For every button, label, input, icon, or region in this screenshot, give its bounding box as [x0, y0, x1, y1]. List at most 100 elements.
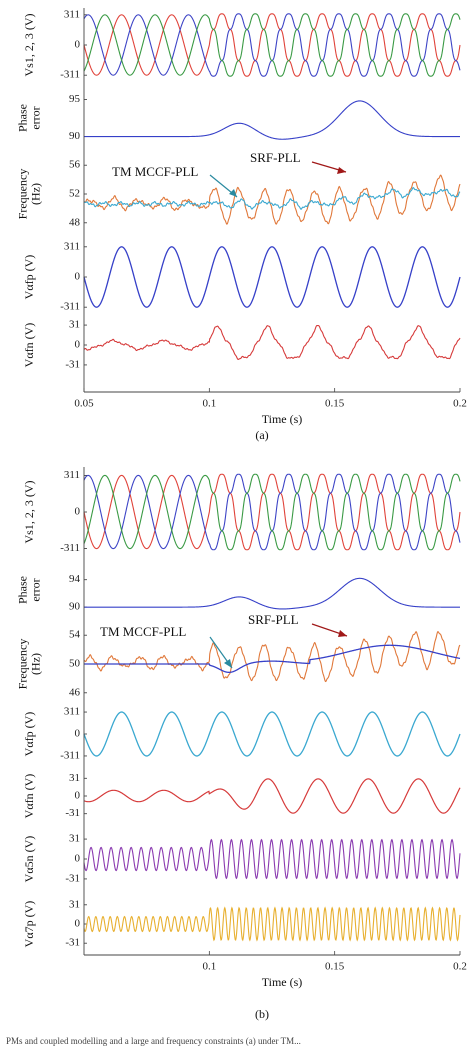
y-tick-label: 0: [75, 339, 81, 351]
y-tick-label: 95: [69, 93, 81, 105]
caption-text: PMs and coupled modelling and a large an…: [6, 1036, 301, 1046]
y-tick-label: 311: [64, 8, 80, 20]
y-axis-label: (Hz): [28, 183, 42, 205]
x-tick-label: 0.15: [325, 398, 345, 410]
series-phase-error: [84, 100, 460, 140]
panel-2: 94 90 Phase error: [15, 573, 460, 613]
y-tick-label: -31: [65, 937, 80, 949]
series-vs3: [83, 13, 461, 77]
y-tick-label: 311: [64, 240, 80, 252]
y-tick-label: 90: [69, 130, 81, 142]
panel-7: 31 0 -31 Vα7p (V): [22, 898, 461, 949]
series-vs3: [83, 473, 461, 551]
figure-b: 311 0 -311 Vs1, 2, 3 (V) 94 90 Phase error 54 50 4…: [15, 467, 467, 1021]
y-tick-label: 90: [69, 601, 81, 613]
y-tick-label: 48: [69, 216, 81, 228]
x-tick-label: 0.1: [202, 398, 216, 410]
y-tick-label: -31: [65, 872, 80, 884]
y-axis-label: Vs1, 2, 3 (V): [22, 14, 36, 77]
panel-3: 54 50 46 Frequency (Hz): [15, 629, 461, 698]
x-tick-label: 0.2: [453, 961, 467, 973]
y-tick-label: 31: [69, 833, 80, 845]
y-tick-label: 0: [75, 506, 81, 518]
series-valpha-fp: [83, 711, 461, 757]
x-axis-label: Time (s): [262, 412, 303, 426]
series-srf-pll: [83, 174, 461, 225]
panel-3: 56 52 48 Frequency (Hz): [15, 159, 461, 228]
y-tick-label: 0: [75, 728, 81, 740]
arrowhead-tm: [224, 659, 232, 668]
y-tick-label: 311: [64, 469, 80, 481]
series-valpha-7p: [83, 906, 461, 942]
x-tick-label: 0.05: [74, 398, 94, 410]
arrowhead-tm: [229, 189, 237, 197]
series-srf-pll: [83, 631, 461, 683]
y-tick-label: 54: [69, 629, 81, 641]
series-valpha-fp: [83, 246, 461, 308]
y-axis-label: Vαfn (V): [22, 323, 36, 368]
y-tick-label: -311: [60, 749, 80, 761]
series-vs1: [83, 473, 461, 551]
x-axis-label: Time (s): [262, 975, 303, 989]
y-axis-label: Frequency: [15, 639, 29, 690]
series-valpha-5n: [83, 838, 461, 880]
annotation-tm-mccf-pll: TM MCCF-PLL: [100, 624, 186, 639]
subfigure-label: (a): [255, 428, 268, 442]
series-valpha-fn: [83, 325, 461, 361]
annotation-srf-pll: SRF-PLL: [250, 150, 301, 165]
panel-5: 31 0 -31 Vαfn (V): [22, 319, 461, 370]
y-tick-label: 46: [69, 686, 81, 698]
y-axis-label: Vα5n (V): [22, 836, 36, 883]
y-axis-label: Phase: [15, 104, 29, 132]
series-tm-mccf-pll: [84, 644, 461, 673]
y-tick-label: -31: [65, 358, 80, 370]
y-tick-label: -311: [60, 301, 80, 313]
y-axis-label: Vαfp (V): [22, 712, 36, 757]
panel-6: 31 0 -31 Vα5n (V): [22, 833, 461, 884]
y-tick-label: -311: [60, 69, 80, 81]
y-tick-label: 94: [69, 573, 81, 585]
y-axis-label: error: [28, 578, 42, 601]
annotation-srf-pll: SRF-PLL: [248, 612, 299, 627]
x-tick-label: 0.15: [325, 961, 345, 973]
y-axis-label: Vαfp (V): [22, 255, 36, 300]
y-tick-label: 0: [75, 39, 81, 51]
x-tick-label: 0.2: [453, 398, 467, 410]
y-tick-label: -31: [65, 807, 80, 819]
x-tick-label: 0.1: [202, 961, 216, 973]
series-phase-error: [84, 577, 460, 610]
y-tick-label: 0: [75, 790, 81, 802]
y-axis-label: Vαfn (V): [22, 774, 36, 819]
y-tick-label: 0: [75, 853, 81, 865]
y-axis-label: Vs1, 2, 3 (V): [22, 481, 36, 544]
panel-1: 311 0 -311 Vs1, 2, 3 (V): [22, 469, 461, 554]
arrowhead-srf: [337, 167, 346, 174]
y-tick-label: 0: [75, 918, 81, 930]
panel-2: 95 90 Phase error: [15, 93, 460, 142]
series-vs1: [83, 13, 461, 77]
y-axis-label: Phase: [15, 576, 29, 604]
series-tm-mccf-pll: [83, 186, 461, 210]
y-axis-label: (Hz): [28, 653, 42, 675]
y-axis-label: Frequency: [15, 169, 29, 220]
y-axis-label: error: [28, 106, 42, 129]
annotation-tm-mccf-pll: TM MCCF-PLL: [112, 164, 198, 179]
y-tick-label: 56: [69, 159, 81, 171]
y-tick-label: 50: [69, 658, 81, 670]
y-tick-label: -311: [60, 542, 80, 554]
panel-4: 311 0 -311 Vαfp (V): [22, 706, 461, 761]
y-tick-label: 31: [69, 319, 80, 331]
y-tick-label: 0: [75, 271, 81, 283]
y-axis-label: Vα7p (V): [22, 901, 36, 948]
arrowhead-srf: [338, 630, 347, 637]
y-tick-label: 31: [69, 898, 80, 910]
y-tick-label: 52: [69, 188, 80, 200]
y-tick-label: 31: [69, 772, 80, 784]
panel-4: 311 0 -311 Vαfp (V): [22, 240, 461, 313]
series-valpha-fn: [83, 778, 461, 814]
subfigure-label: (b): [255, 1007, 269, 1021]
y-tick-label: 311: [64, 706, 80, 718]
panel-5: 31 0 -31 Vαfn (V): [22, 772, 461, 819]
panel-1: 311 0 -311 Vs1, 2, 3 (V): [22, 8, 461, 81]
